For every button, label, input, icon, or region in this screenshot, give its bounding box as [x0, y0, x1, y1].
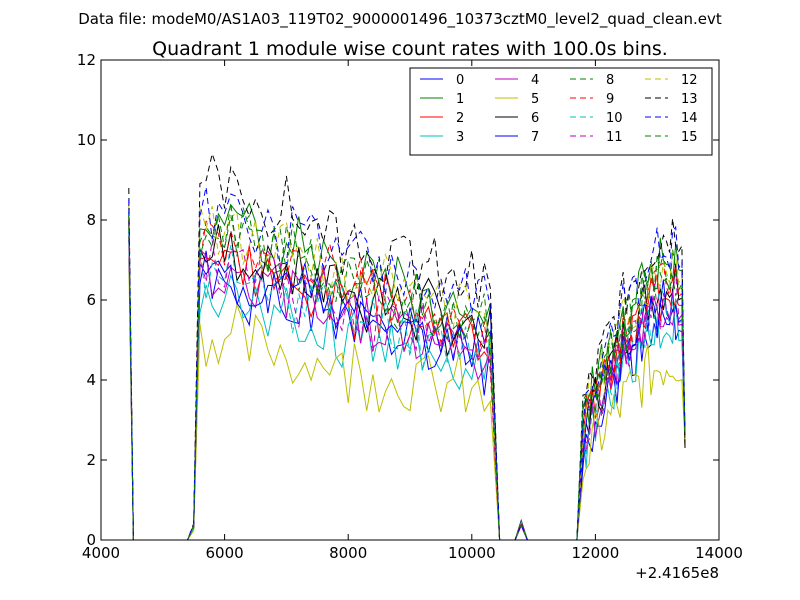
- y-tick-label: 10: [77, 131, 96, 149]
- x-axis: 4000 6000 8000 10000 12000 14000: [82, 60, 743, 562]
- legend-label-14: 14: [681, 111, 698, 126]
- legend-label-10: 10: [606, 111, 623, 126]
- x-tick-label: 12000: [572, 544, 620, 562]
- y-tick-label: 2: [86, 451, 96, 469]
- legend-label-3: 3: [456, 130, 464, 145]
- suptitle: Data file: modeM0/AS1A03_119T02_90000014…: [78, 10, 722, 29]
- x-offset-label: +2.4165e8: [635, 564, 719, 582]
- series-line-15: [128, 202, 686, 540]
- legend-label-11: 11: [606, 130, 623, 145]
- series-lines: [128, 151, 686, 540]
- y-tick-label: 4: [86, 371, 96, 389]
- x-tick-label: 8000: [329, 544, 367, 562]
- legend-label-6: 6: [531, 111, 539, 126]
- legend-label-5: 5: [531, 92, 539, 107]
- y-tick-label: 6: [86, 291, 96, 309]
- y-tick-label: 0: [86, 531, 96, 549]
- series-line-10: [128, 231, 686, 540]
- series-line-11: [128, 235, 686, 540]
- x-tick-label: 14000: [695, 544, 743, 562]
- series-line-5: [128, 259, 686, 540]
- series-line-1: [128, 202, 686, 540]
- legend-label-8: 8: [606, 73, 614, 88]
- x-tick-label: 10000: [448, 544, 496, 562]
- legend-box: [409, 67, 713, 156]
- series-line-12: [128, 203, 686, 540]
- series-line-13: [128, 151, 686, 540]
- series-line-14: [128, 186, 686, 540]
- series-line-9: [128, 219, 686, 540]
- series-line-2: [128, 223, 686, 540]
- x-tick-label: 6000: [206, 544, 244, 562]
- series-line-8: [128, 211, 686, 540]
- legend-label-7: 7: [531, 130, 539, 145]
- legend-label-0: 0: [456, 73, 464, 88]
- legend-label-15: 15: [681, 130, 698, 145]
- chart-title: Quadrant 1 module wise count rates with …: [152, 38, 668, 60]
- legend-label-13: 13: [681, 92, 698, 107]
- x-tick-label: 4000: [82, 544, 120, 562]
- legend-label-12: 12: [681, 73, 698, 88]
- legend-label-4: 4: [531, 73, 539, 88]
- y-tick-label: 12: [77, 51, 96, 69]
- legend-label-9: 9: [606, 92, 614, 107]
- legend-label-1: 1: [456, 92, 464, 107]
- legend-label-2: 2: [456, 111, 464, 126]
- series-line-7: [128, 235, 686, 540]
- y-tick-label: 8: [86, 211, 96, 229]
- series-line-4: [128, 239, 686, 540]
